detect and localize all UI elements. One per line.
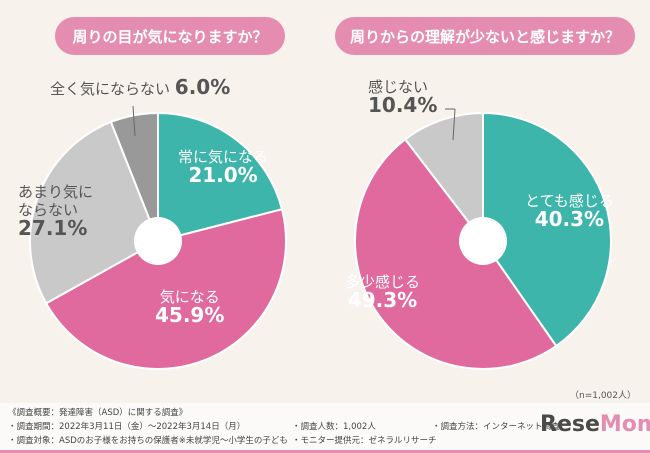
label-never: 全く気にならない 6.0% xyxy=(50,75,231,99)
pie-slice xyxy=(403,111,484,244)
pie-hole xyxy=(134,217,182,265)
resemom-logo: ReseMom xyxy=(540,412,650,437)
leader-line xyxy=(132,105,136,137)
pie-slice xyxy=(157,111,284,243)
label-some: 多少感じる 49.3% xyxy=(345,273,421,312)
sample-size: （n=1,002人） xyxy=(569,391,636,401)
pie-slice xyxy=(354,137,558,370)
label-none: 感じない 10.4% xyxy=(368,78,438,117)
label-always: 常に気になる 21.0% xyxy=(178,148,269,187)
pie-hole xyxy=(459,217,507,265)
footer: 《調査概要：発達障害（ASD）に関する調査》 ・調査期間：2022年3月11日（… xyxy=(0,403,650,453)
right-title: 周りからの理解が少ないと感じますか？ xyxy=(335,17,635,55)
left-title: 周りの目が気になりますか？ xyxy=(55,17,285,55)
pie-slice xyxy=(482,111,612,348)
leader-line xyxy=(452,108,456,141)
label-very: とても感じる 40.3% xyxy=(525,192,614,231)
label-mind: 気になる 45.9% xyxy=(155,288,225,327)
label-notmuch: あまり気にならない 27.1% xyxy=(18,183,94,240)
pie-slice xyxy=(44,207,287,370)
